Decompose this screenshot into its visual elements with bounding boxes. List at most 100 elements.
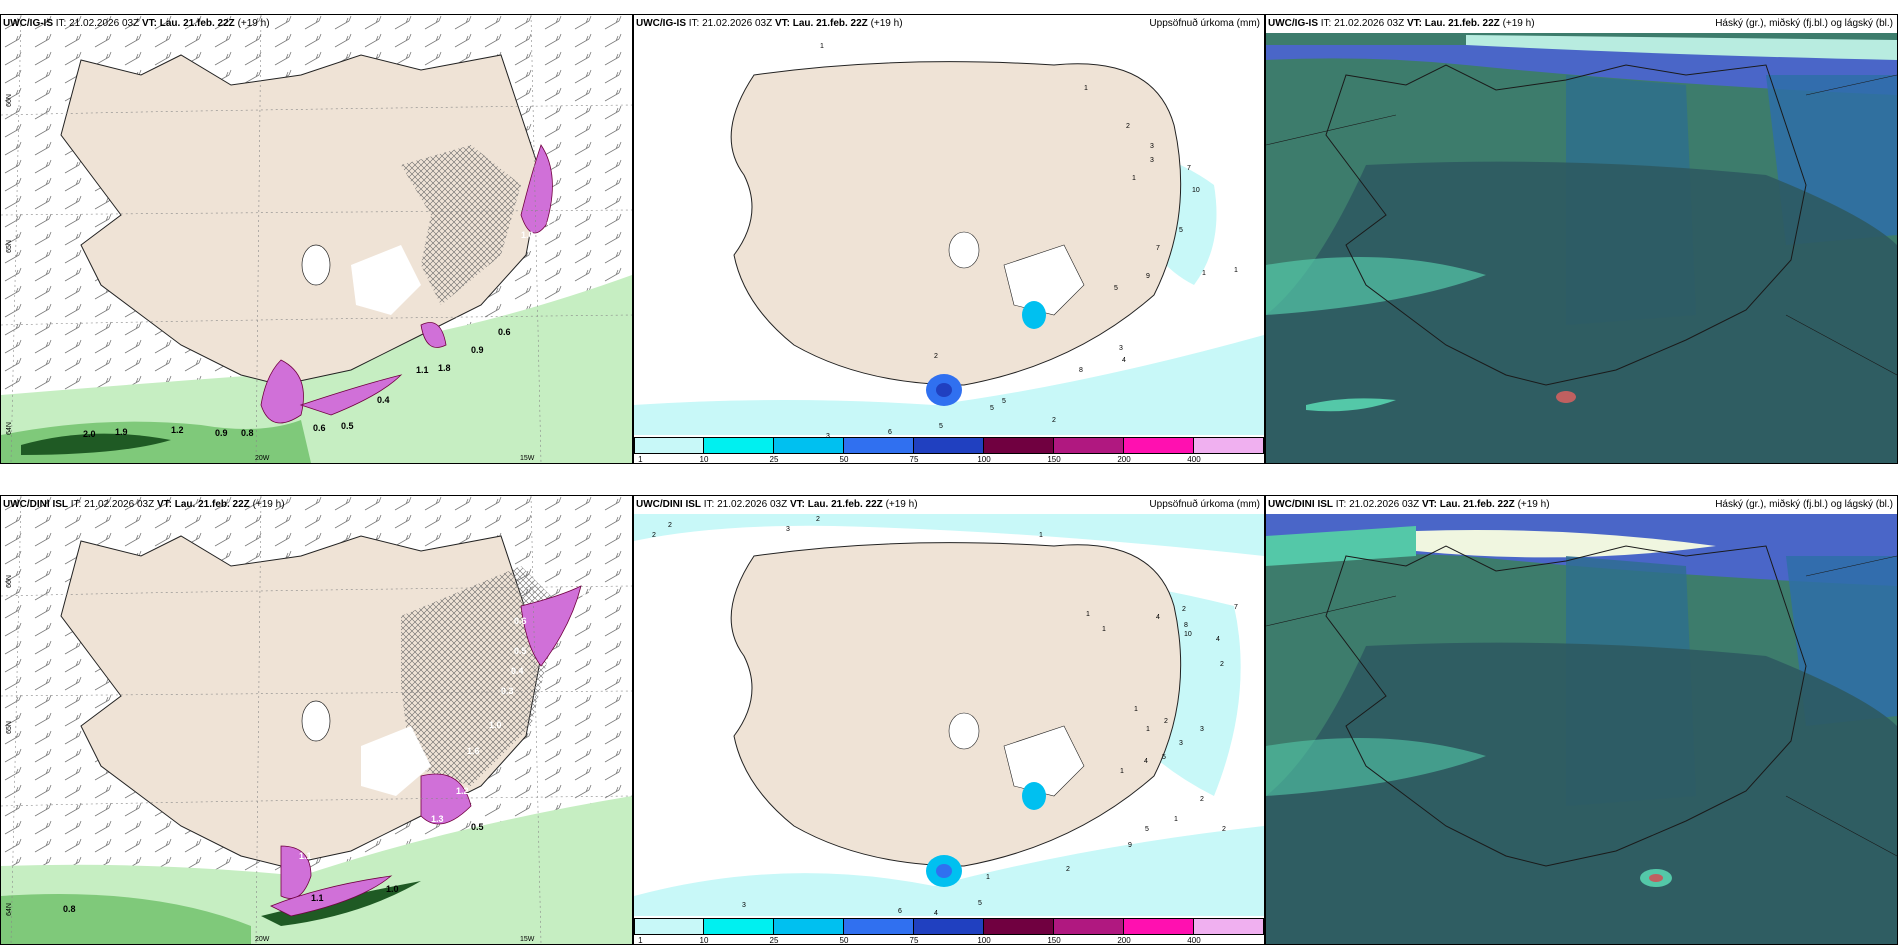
panel-accum-precip-ig: UWC/IG-IS IT: 21.02.2026 03Z VT: Lau. 21… — [633, 14, 1265, 464]
colorbar-swatch — [844, 437, 914, 454]
colorbar-frame — [634, 918, 1264, 935]
colorbar-tick-label: 10 — [699, 936, 709, 945]
contour-label: 1.2 — [171, 425, 184, 435]
contour-label: 2.0 — [83, 429, 96, 439]
lat-label: 64N — [5, 422, 13, 435]
map-accum-precip — [634, 514, 1264, 916]
contour-label: 3 — [1150, 143, 1154, 150]
lon-label: 15W — [520, 936, 535, 943]
contour-label: 10 — [1184, 631, 1192, 638]
colorbar-swatch — [1054, 918, 1124, 935]
contour-label: 1 — [986, 874, 990, 881]
lat-label: 66N — [5, 94, 13, 107]
lat-label: 64N — [5, 903, 13, 916]
contour-label: 2 — [668, 522, 672, 529]
contour-label: 3 — [1200, 726, 1204, 733]
lat-label: 66N — [5, 575, 13, 588]
panel-title: UWC/DINI ISL IT: 21.02.2026 03Z VT: Lau.… — [3, 499, 285, 510]
contour-label: 1.0 — [386, 884, 399, 894]
colorbar-tick-label: 75 — [909, 936, 919, 945]
contour-label: 3 — [1119, 345, 1123, 352]
colorbar-frame — [634, 437, 1264, 454]
contour-label: 1 — [1084, 85, 1088, 92]
colorbar-swatch — [984, 918, 1054, 935]
contour-label: 2 — [1200, 796, 1204, 803]
contour-label: 3 — [1179, 740, 1183, 747]
panel-wind-precip-dini: UWC/DINI ISL IT: 21.02.2026 03Z VT: Lau.… — [0, 495, 633, 945]
colorbar-swatch — [703, 918, 774, 935]
contour-label: 3 — [1150, 157, 1154, 164]
contour-label: 2 — [816, 516, 820, 523]
colorbar-tick-label: 150 — [1047, 936, 1061, 945]
contour-label: 1 — [1120, 768, 1124, 775]
contour-label: 0.9 — [215, 428, 228, 438]
colorbar-swatch — [844, 918, 914, 935]
contour-label: 9 — [1128, 842, 1132, 849]
map-clouds — [1266, 33, 1897, 463]
contour-label: 1 — [1086, 611, 1090, 618]
contour-label: 0.3 — [501, 686, 514, 696]
panel-title: UWC/IG-IS IT: 21.02.2026 03Z VT: Lau. 21… — [636, 18, 903, 29]
panel-title: UWC/DINI ISL IT: 21.02.2026 03Z VT: Lau.… — [1268, 499, 1550, 510]
colorbar-swatch — [984, 437, 1054, 454]
contour-label: 4 — [1144, 758, 1148, 765]
panel-accum-precip-dini: UWC/DINI ISL IT: 21.02.2026 03Z VT: Lau.… — [633, 495, 1265, 945]
map-clouds — [1266, 514, 1897, 944]
contour-label: 1 — [1174, 816, 1178, 823]
contour-label: 0.6 — [581, 588, 594, 598]
contour-label: 4 — [1216, 636, 1220, 643]
lon-label: 15W — [520, 455, 535, 462]
contour-label: 0.5 — [471, 822, 484, 832]
contour-label: 2 — [1066, 866, 1070, 873]
contour-label: 2 — [1182, 606, 1186, 613]
colorbar-tick-label: 200 — [1117, 936, 1131, 945]
colorbar-swatch — [773, 918, 844, 935]
map-accum-precip — [634, 61, 1264, 435]
contour-label: 3 — [786, 526, 790, 533]
contour-label: 3 — [742, 902, 746, 909]
panel-variable-title: Háský (gr.), miðský (fj.bl.) og lágský (… — [1715, 499, 1893, 510]
colorbar-swatch — [1124, 918, 1194, 935]
colorbar-swatch — [913, 918, 984, 935]
contour-label: 0.5 — [341, 421, 354, 431]
contour-label: 0.6 — [498, 327, 511, 337]
panel-variable-title: Háský (gr.), miðský (fj.bl.) og lágský (… — [1715, 18, 1893, 29]
contour-label: 1.0 — [489, 720, 502, 730]
contour-label: 1 — [820, 43, 824, 50]
colorbar-swatch — [634, 437, 704, 454]
colorbar-tick-label: 100 — [977, 936, 991, 945]
contour-label: 6 — [898, 908, 902, 915]
contour-label: 1 — [1039, 532, 1043, 539]
lon-label: 20W — [255, 455, 270, 462]
contour-label: 0.6 — [313, 423, 326, 433]
colorbar-swatch — [634, 918, 704, 935]
contour-label: 8 — [1079, 367, 1083, 374]
panel-clouds-dini: UWC/DINI ISL IT: 21.02.2026 03Z VT: Lau.… — [1265, 495, 1898, 945]
panel-variable-title: Uppsöfnuð úrkoma (mm) — [1149, 18, 1260, 29]
contour-label: 1.6 — [467, 746, 480, 756]
colorbar-tick-label: 50 — [839, 936, 849, 945]
colorbar-swatch — [773, 437, 844, 454]
contour-label: 2 — [1052, 417, 1056, 424]
contour-label: 1 — [1202, 270, 1206, 277]
colorbar-tick-label: 25 — [769, 455, 779, 464]
contour-label: 6 — [888, 429, 892, 436]
contour-label: 0.4 — [511, 666, 524, 676]
panel-wind-precip-ig: UWC/IG-IS IT: 21.02.2026 03Z VT: Lau. 21… — [0, 14, 633, 464]
contour-label: 3 — [826, 433, 830, 440]
contour-label: 5 — [990, 405, 994, 412]
contour-label: 2 — [652, 532, 656, 539]
contour-label: 2 — [1164, 718, 1168, 725]
lat-label: 65N — [5, 721, 13, 734]
colorbar-tick-label: 1 — [638, 455, 643, 464]
contour-label: 9 — [1146, 273, 1150, 280]
contour-label: 5 — [1162, 754, 1166, 761]
contour-label: 1.2 — [456, 786, 469, 796]
contour-label: 2.0 — [521, 260, 534, 270]
colorbar-tick-label: 100 — [977, 455, 991, 464]
colorbar-tick-label: 50 — [839, 455, 849, 464]
contour-label: 2 — [1126, 123, 1130, 130]
contour-label: 1.8 — [438, 363, 451, 373]
contour-label: 8 — [1184, 622, 1188, 629]
map-wind-precip — [1, 496, 632, 944]
